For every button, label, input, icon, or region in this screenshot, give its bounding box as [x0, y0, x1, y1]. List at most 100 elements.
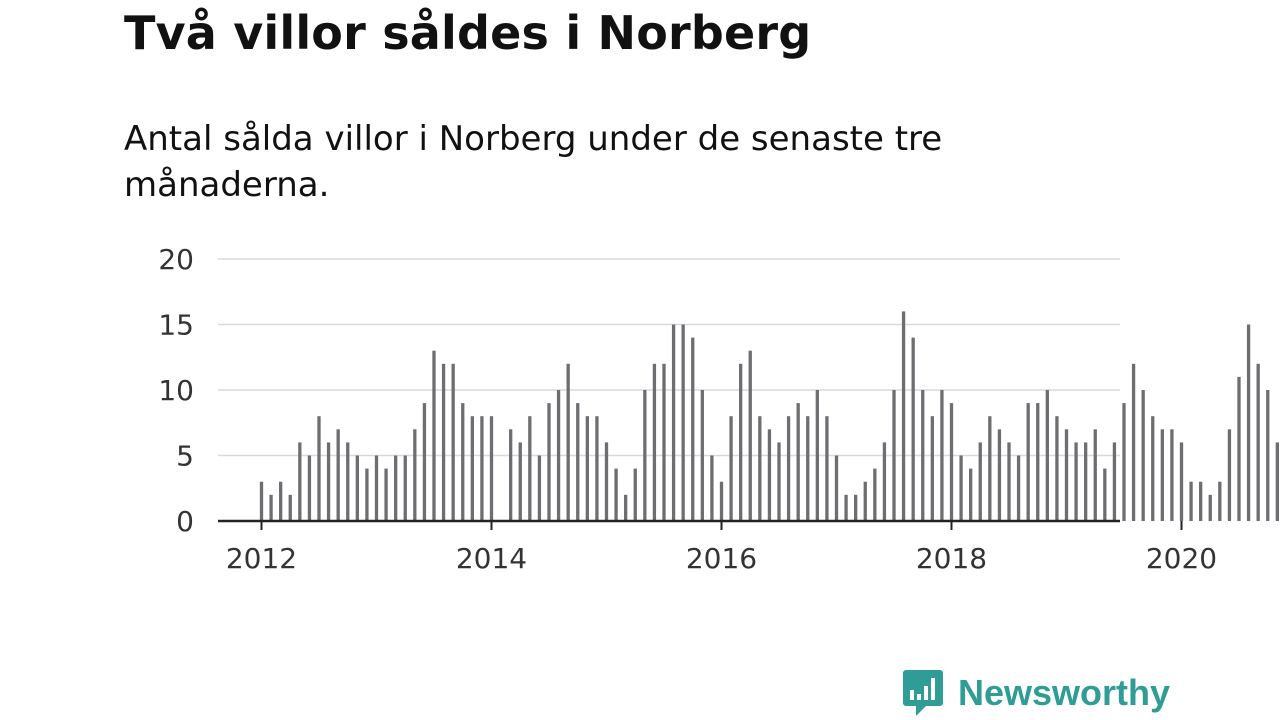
bar: [873, 468, 877, 521]
bar: [1246, 324, 1251, 521]
bar: [1151, 416, 1155, 521]
bar: [796, 403, 800, 521]
bar: [767, 429, 772, 521]
bar: [1170, 429, 1174, 521]
bar: [1055, 416, 1059, 521]
bar: [940, 390, 944, 521]
bar: [556, 390, 561, 521]
bar: [633, 468, 637, 521]
bar: [604, 442, 609, 521]
x-tick-label: 2016: [686, 542, 757, 575]
bar: [710, 455, 714, 521]
bar: [863, 481, 867, 521]
bar: [566, 363, 570, 521]
bar: [509, 429, 513, 521]
y-tick-label: 5: [176, 440, 194, 473]
bar: [662, 363, 666, 521]
newsworthy-logo: Newsworthy: [902, 668, 1170, 718]
bar: [394, 455, 398, 521]
bar: [1227, 429, 1232, 521]
bar: [441, 363, 446, 521]
bar: [1131, 363, 1136, 521]
bar: [1218, 481, 1222, 521]
x-tick-label: 2014: [456, 542, 527, 575]
x-tick-label: 2020: [1146, 542, 1217, 575]
newsworthy-logo-icon: [903, 670, 943, 716]
bar: [988, 416, 992, 521]
bar: [691, 337, 695, 521]
bar: [317, 416, 321, 521]
bar: [652, 363, 657, 521]
bar: [279, 481, 283, 521]
bar: [643, 390, 647, 521]
bar: [806, 416, 810, 521]
bar: [1016, 455, 1021, 521]
bar: [739, 363, 743, 521]
grid-lines: [218, 258, 1120, 457]
bar: [882, 442, 887, 521]
x-tick-label: 2012: [226, 542, 297, 575]
bar: [269, 494, 273, 521]
y-tick-label: 20: [158, 243, 194, 276]
bar: [259, 481, 264, 521]
bar: [346, 442, 350, 521]
bar: [1007, 442, 1011, 521]
bar: [1266, 390, 1270, 521]
bar: [892, 390, 896, 521]
bar: [547, 403, 551, 521]
bar: [1160, 429, 1164, 521]
bar: [365, 468, 369, 521]
bar: [1256, 363, 1260, 521]
bar: [470, 416, 474, 521]
bar: [1141, 390, 1145, 521]
x-tick-label: 2018: [916, 542, 987, 575]
bar: [326, 442, 331, 521]
bar: [624, 494, 628, 521]
bar: [614, 468, 618, 521]
bar: [729, 416, 733, 521]
bar: [681, 324, 685, 521]
bar: [978, 442, 982, 521]
bar: [834, 455, 839, 521]
bar: [1103, 468, 1107, 521]
bar: [1189, 481, 1193, 521]
bar: [413, 429, 417, 521]
bar: [997, 429, 1002, 521]
bar: [307, 455, 312, 521]
bar: [786, 416, 791, 521]
bar: [1237, 376, 1241, 521]
bar: [1208, 494, 1212, 521]
y-tick-label: 15: [158, 309, 194, 342]
bar: [949, 403, 954, 521]
bar: [777, 442, 781, 521]
bar: [930, 416, 934, 521]
bar: [959, 455, 963, 521]
bar: [969, 468, 973, 521]
bar: [288, 494, 292, 521]
bar: [1074, 442, 1078, 521]
bar: [403, 455, 407, 521]
bar: [576, 403, 580, 521]
bar: [595, 416, 599, 521]
bar: [1026, 403, 1030, 521]
bar: [671, 324, 676, 521]
chart-title: Två villor såldes i Norberg: [124, 6, 812, 60]
bar: [815, 390, 819, 521]
bar: [1064, 429, 1069, 521]
bar: [518, 442, 522, 521]
bar: [298, 442, 302, 521]
chart-subtitle: Antal sålda villor i Norberg under de se…: [124, 119, 943, 205]
bar: [336, 429, 340, 521]
bar: [748, 350, 752, 521]
bar: [384, 468, 388, 521]
bar: [374, 455, 379, 521]
bar: [537, 455, 542, 521]
bar: [1112, 442, 1117, 521]
bar: [700, 390, 704, 521]
axes: 0510152020122014201620182020202220242026: [158, 243, 1217, 575]
bar: [844, 494, 848, 521]
bar: [901, 311, 906, 521]
bar: [1045, 390, 1049, 521]
bar: [528, 416, 532, 521]
